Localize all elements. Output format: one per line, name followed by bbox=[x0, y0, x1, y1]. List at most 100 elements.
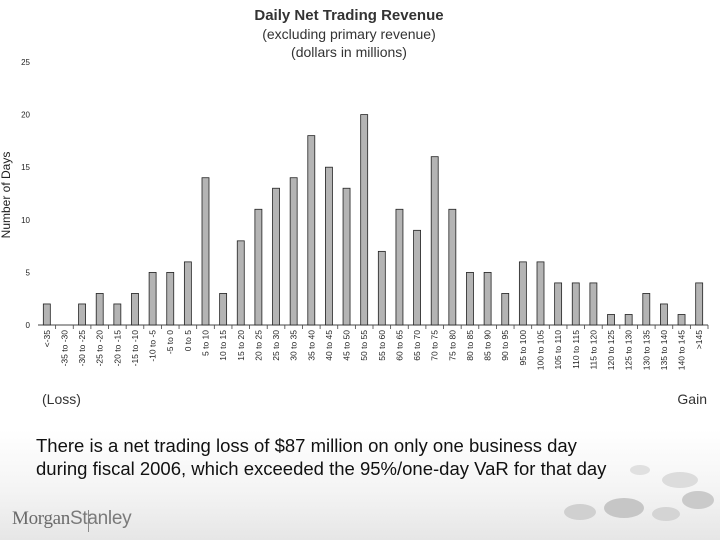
x-tick-label: 60 to 65 bbox=[394, 330, 404, 361]
bar-20 bbox=[395, 208, 404, 326]
x-tick-label: 130 to 135 bbox=[641, 330, 651, 370]
x-tick-label: 90 to 95 bbox=[500, 330, 510, 361]
x-axis-ticks: <-35 -35 to -30 -30 to -25 -25 to -20 -20 to… bbox=[42, 325, 709, 370]
x-tick-label: -15 to -10 bbox=[130, 330, 140, 367]
x-tick-label: 125 to 130 bbox=[624, 330, 634, 370]
x-tick-label: 35 to 40 bbox=[306, 330, 316, 361]
x-tick-label: 0 to 5 bbox=[183, 330, 193, 352]
bar-7 bbox=[166, 271, 175, 326]
chart-area: Daily Net Trading Revenue (excluding pri… bbox=[0, 7, 709, 407]
y-tick-label: 10 bbox=[21, 216, 30, 225]
x-tick-label: <-35 bbox=[42, 330, 52, 348]
y-tick-label: 20 bbox=[21, 111, 30, 120]
x-tick-label: -20 to -15 bbox=[112, 330, 122, 367]
bars-group bbox=[42, 114, 704, 326]
chart-title: Daily Net Trading Revenue bbox=[254, 7, 443, 24]
bar-13 bbox=[272, 187, 280, 326]
x-tick-label: 135 to 140 bbox=[659, 330, 669, 370]
x-tick-label: -30 to -25 bbox=[77, 330, 87, 367]
y-tick-label: 0 bbox=[26, 321, 31, 330]
bar-27 bbox=[518, 261, 527, 326]
bar-32 bbox=[607, 314, 615, 326]
bar-2 bbox=[78, 303, 86, 326]
x-tick-label: 105 to 110 bbox=[553, 330, 563, 370]
x-tick-label: 75 to 80 bbox=[447, 330, 457, 361]
bar-10 bbox=[219, 293, 228, 326]
gain-label: Gain bbox=[677, 391, 707, 407]
bar-8 bbox=[183, 261, 192, 326]
logo-part-2: Stanley bbox=[70, 508, 132, 529]
x-tick-label: 15 to 20 bbox=[236, 330, 246, 361]
y-axis-label: Number of Days bbox=[0, 152, 13, 239]
bar-3 bbox=[95, 293, 104, 326]
loss-label: (Loss) bbox=[42, 391, 81, 407]
histogram-chart: Daily Net Trading Revenue (excluding pri… bbox=[0, 7, 709, 407]
x-tick-label: 85 to 90 bbox=[483, 330, 493, 361]
bar-23 bbox=[448, 208, 457, 326]
x-tick-label: 55 to 60 bbox=[377, 330, 387, 361]
bar-6 bbox=[148, 271, 157, 326]
bar-35 bbox=[660, 303, 668, 326]
x-tick-label: >145 bbox=[694, 330, 704, 349]
bar-15 bbox=[307, 135, 316, 326]
bar-31 bbox=[589, 282, 598, 326]
bar-17 bbox=[342, 187, 351, 326]
chart-subtitle-1: (excluding primary revenue) bbox=[262, 26, 436, 42]
bar-36 bbox=[677, 314, 686, 326]
x-tick-label: -5 to 0 bbox=[165, 330, 175, 354]
x-tick-label: 20 to 25 bbox=[253, 330, 263, 361]
bar-18 bbox=[360, 114, 369, 326]
caption-text: There is a net trading loss of $87 milli… bbox=[36, 434, 676, 480]
x-tick-label: 50 to 55 bbox=[359, 330, 369, 361]
decorative-droplets-graphic bbox=[564, 465, 714, 521]
bar-11 bbox=[236, 240, 245, 326]
x-tick-label: 115 to 120 bbox=[588, 330, 598, 370]
x-tick-label: 140 to 145 bbox=[677, 330, 687, 370]
bar-29 bbox=[554, 282, 563, 326]
logo-part-1: Morgan bbox=[12, 508, 71, 529]
x-tick-label: -35 to -30 bbox=[59, 330, 69, 367]
x-tick-label: 40 to 45 bbox=[324, 330, 334, 361]
y-tick-label: 5 bbox=[26, 268, 31, 277]
bar-12 bbox=[254, 208, 263, 326]
bar-9 bbox=[201, 177, 210, 326]
bar-30 bbox=[571, 282, 580, 326]
caption-band bbox=[0, 430, 720, 540]
x-tick-label: 25 to 30 bbox=[271, 330, 281, 361]
x-tick-label: 30 to 35 bbox=[289, 330, 299, 361]
chart-subtitle-2: (dollars in millions) bbox=[291, 44, 407, 60]
morgan-stanley-logo: MorganStanley bbox=[12, 508, 132, 530]
caption-line-1: There is a net trading loss of $87 milli… bbox=[36, 435, 577, 456]
x-tick-label: 120 to 125 bbox=[606, 330, 616, 370]
bar-37 bbox=[695, 282, 704, 326]
bar-24 bbox=[466, 271, 474, 326]
bar-33 bbox=[624, 314, 633, 326]
x-tick-label: 10 to 15 bbox=[218, 330, 228, 361]
x-tick-label: 70 to 75 bbox=[430, 330, 440, 361]
x-tick-label: 110 to 115 bbox=[571, 330, 581, 369]
x-tick-label: 100 to 105 bbox=[536, 330, 546, 370]
caption-line-2: during fiscal 2006, which exceeded the 9… bbox=[36, 458, 607, 479]
y-axis-ticks: 0 5 10 15 20 25 bbox=[21, 58, 30, 330]
bar-28 bbox=[536, 261, 545, 326]
x-tick-label: 65 to 70 bbox=[412, 330, 422, 361]
bar-26 bbox=[501, 293, 510, 326]
x-tick-label: -10 to -5 bbox=[148, 330, 158, 362]
bar-21 bbox=[413, 229, 421, 326]
logo-divider bbox=[88, 510, 89, 532]
bar-16 bbox=[325, 166, 333, 326]
x-tick-label: 80 to 85 bbox=[465, 330, 475, 361]
x-tick-label: 45 to 50 bbox=[342, 330, 352, 361]
x-tick-label: 5 to 10 bbox=[201, 330, 211, 356]
bar-25 bbox=[483, 271, 492, 326]
bar-5 bbox=[131, 293, 139, 326]
bar-14 bbox=[289, 177, 298, 326]
bar-0 bbox=[42, 303, 51, 326]
y-tick-label: 25 bbox=[21, 58, 30, 67]
bar-4 bbox=[113, 303, 122, 326]
bar-19 bbox=[377, 250, 386, 326]
y-tick-label: 15 bbox=[21, 163, 30, 172]
x-tick-label: 95 to 100 bbox=[518, 330, 528, 366]
bar-34 bbox=[642, 293, 651, 326]
bar-22 bbox=[430, 156, 439, 326]
